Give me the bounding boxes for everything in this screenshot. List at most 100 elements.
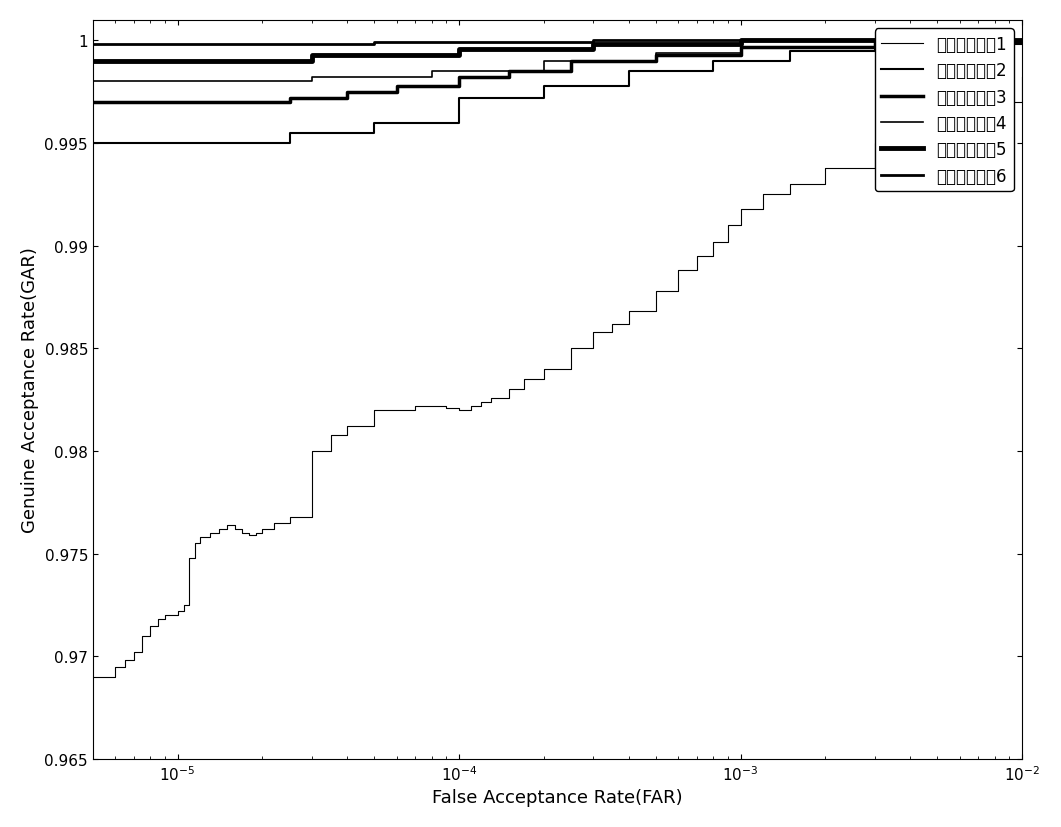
训练样本数为2 xyxy=(368,129,381,139)
训练样本数为5 xyxy=(1015,36,1028,46)
训练样本数为2 xyxy=(144,139,157,149)
训练样本数为1 xyxy=(1015,74,1028,84)
训练样本数为2 xyxy=(538,82,551,92)
Line: 训练样本数为2: 训练样本数为2 xyxy=(93,41,1022,144)
训练样本数为3 xyxy=(341,88,353,98)
训练样本数为3 xyxy=(341,93,353,103)
训练样本数为3 xyxy=(649,50,662,60)
训练样本数为3 xyxy=(87,98,100,108)
训练样本数为4 xyxy=(538,57,551,67)
训练样本数为2 xyxy=(538,93,551,103)
训练样本数为5 xyxy=(1015,36,1028,46)
训练样本数为2 xyxy=(453,93,466,103)
训练样本数为2 xyxy=(707,67,719,77)
训练样本数为3 xyxy=(453,82,466,92)
训练样本数为4 xyxy=(171,78,184,88)
训练样本数为2 xyxy=(283,139,296,149)
Line: 训练样本数为5: 训练样本数为5 xyxy=(93,41,1022,62)
Y-axis label: Genuine Acceptance Rate(GAR): Genuine Acceptance Rate(GAR) xyxy=(21,247,39,533)
训练样本数为2 xyxy=(784,57,797,67)
训练样本数为2 xyxy=(869,46,882,56)
训练样本数为3 xyxy=(221,98,233,108)
训练样本数为5 xyxy=(734,36,747,46)
训练样本数为2 xyxy=(171,139,184,149)
训练样本数为4 xyxy=(930,38,943,48)
训练样本数为2 xyxy=(1015,41,1028,50)
训练样本数为3 xyxy=(171,98,184,108)
训练样本数为2 xyxy=(283,129,296,139)
训练样本数为5 xyxy=(171,57,184,67)
训练样本数为3 xyxy=(734,42,747,52)
训练样本数为3 xyxy=(502,67,515,77)
训练样本数为1 xyxy=(204,528,216,538)
训练样本数为3 xyxy=(734,50,747,60)
训练样本数为1 xyxy=(453,405,466,415)
Line: 训练样本数为3: 训练样本数为3 xyxy=(93,41,1022,103)
Line: 训练样本数为1: 训练样本数为1 xyxy=(93,79,1022,677)
Legend: 训练样本数为1, 训练样本数为2, 训练样本数为3, 训练样本数为4, 训练样本数为5, 训练样本数为6: 训练样本数为1, 训练样本数为2, 训练样本数为3, 训练样本数为4, 训练样本… xyxy=(874,29,1013,192)
训练样本数为1 xyxy=(256,528,268,538)
训练样本数为2 xyxy=(453,118,466,128)
训练样本数为2 xyxy=(622,82,634,92)
训练样本数为4 xyxy=(1015,38,1028,48)
训练样本数为2 xyxy=(869,41,882,50)
训练样本数为3 xyxy=(869,42,882,52)
训练样本数为6 xyxy=(1015,36,1028,46)
训练样本数为5 xyxy=(453,45,466,55)
训练样本数为1 xyxy=(87,672,100,682)
训练样本数为4 xyxy=(171,78,184,88)
训练样本数为5 xyxy=(453,50,466,60)
训练样本数为2 xyxy=(1015,36,1028,46)
训练样本数为3 xyxy=(390,82,403,92)
训练样本数为4 xyxy=(425,74,438,84)
训练样本数为4 xyxy=(734,42,747,52)
训练样本数为6 xyxy=(368,38,381,48)
训练样本数为3 xyxy=(564,57,577,67)
训练样本数为4 xyxy=(649,57,662,67)
训练样本数为5 xyxy=(734,41,747,50)
训练样本数为6 xyxy=(1015,36,1028,46)
训练样本数为1 xyxy=(193,539,206,549)
Line: 训练样本数为4: 训练样本数为4 xyxy=(93,41,1022,83)
训练样本数为1 xyxy=(341,430,353,440)
训练样本数为3 xyxy=(221,98,233,108)
训练样本数为3 xyxy=(1015,38,1028,48)
训练样本数为5 xyxy=(87,57,100,67)
训练样本数为3 xyxy=(171,98,184,108)
X-axis label: False Acceptance Rate(FAR): False Acceptance Rate(FAR) xyxy=(432,788,683,806)
Line: 训练样本数为6: 训练样本数为6 xyxy=(93,41,1022,45)
训练样本数为4 xyxy=(538,67,551,77)
训练样本数为4 xyxy=(1015,36,1028,46)
训练样本数为6 xyxy=(171,41,184,50)
训练样本数为3 xyxy=(649,57,662,67)
训练样本数为3 xyxy=(283,98,296,108)
训练样本数为4 xyxy=(649,49,662,59)
训练样本数为5 xyxy=(587,41,599,50)
训练样本数为4 xyxy=(306,74,318,84)
训练样本数为2 xyxy=(368,118,381,128)
训练样本数为6 xyxy=(368,41,381,50)
训练样本数为2 xyxy=(144,139,157,149)
训练样本数为2 xyxy=(221,139,233,149)
训练样本数为2 xyxy=(707,57,719,67)
训练样本数为3 xyxy=(390,88,403,98)
训练样本数为3 xyxy=(564,67,577,77)
训练样本数为2 xyxy=(87,139,100,149)
训练样本数为4 xyxy=(306,78,318,88)
训练样本数为5 xyxy=(306,50,318,60)
训练样本数为5 xyxy=(587,45,599,55)
训练样本数为3 xyxy=(453,74,466,84)
训练样本数为5 xyxy=(171,57,184,67)
训练样本数为3 xyxy=(283,93,296,103)
训练样本数为3 xyxy=(502,74,515,84)
训练样本数为2 xyxy=(221,139,233,149)
训练样本数为2 xyxy=(784,46,797,56)
训练样本数为4 xyxy=(425,67,438,77)
训练样本数为3 xyxy=(869,38,882,48)
训练样本数为2 xyxy=(171,139,184,149)
训练样本数为4 xyxy=(734,49,747,59)
训练样本数为6 xyxy=(87,41,100,50)
训练样本数为6 xyxy=(587,38,599,48)
训练样本数为4 xyxy=(930,42,943,52)
训练样本数为5 xyxy=(306,57,318,67)
